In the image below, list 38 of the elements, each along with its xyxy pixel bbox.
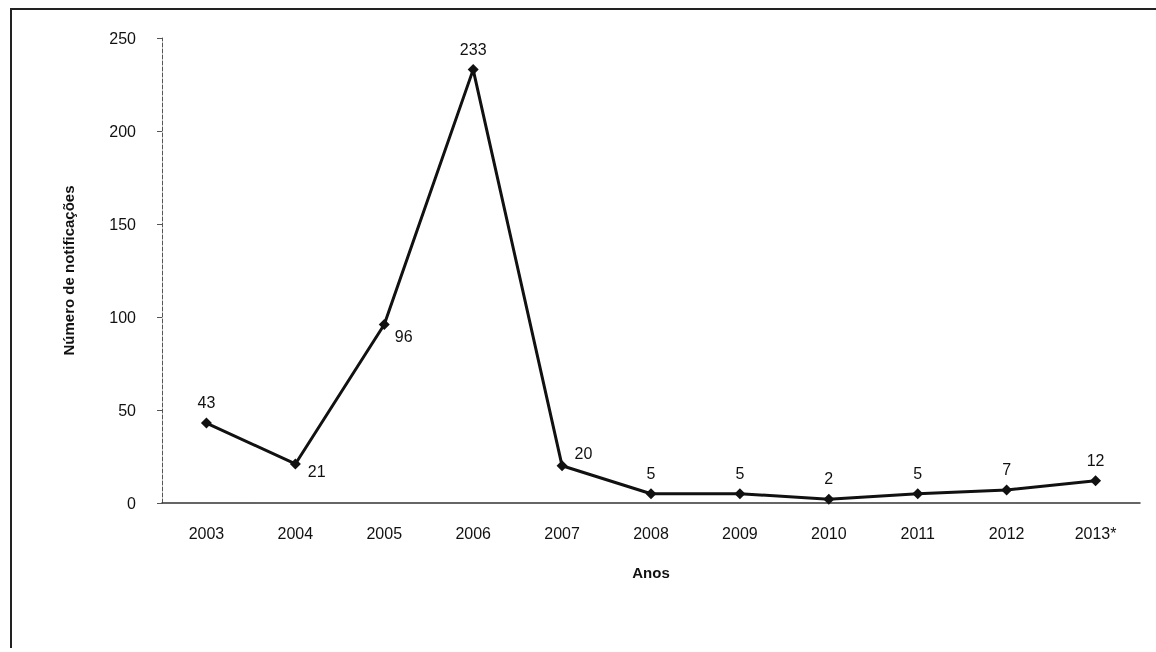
data-label: 7	[1002, 460, 1012, 478]
point	[823, 493, 835, 505]
x-tick-label: 2007	[544, 524, 580, 542]
x-tick-label: 2008	[633, 524, 669, 542]
y-tick-label: 250	[109, 29, 137, 47]
y-tick-label: 0	[127, 494, 137, 512]
point	[200, 417, 212, 429]
point	[556, 460, 568, 472]
data-label: 21	[307, 463, 326, 481]
data-label: 5	[735, 464, 745, 482]
x-tick-label: 2005	[366, 524, 403, 542]
data-label: 233	[459, 40, 487, 58]
point	[378, 318, 390, 330]
y-tick-label: 50	[118, 401, 137, 419]
data-label: 12	[1086, 451, 1105, 469]
x-tick-label: 2011	[900, 524, 936, 542]
y-axis-title: Número de notificações	[60, 185, 77, 356]
point	[1090, 475, 1102, 487]
x-tick-label: 2003	[188, 524, 225, 542]
y-tick-label: 150	[109, 215, 137, 233]
point	[645, 488, 657, 500]
data-label: 96	[394, 327, 413, 345]
x-axis-title: Anos	[632, 564, 670, 581]
data-label: 43	[197, 394, 216, 412]
x-tick-label: 2009	[722, 524, 758, 542]
point	[289, 458, 301, 470]
data-label: 20	[574, 445, 593, 463]
data-label: 5	[913, 464, 923, 482]
y-tick-label: 100	[109, 308, 137, 326]
x-tick-label: 2010	[811, 524, 847, 542]
x-tick-label: 2012	[988, 524, 1025, 542]
data-label: 5	[646, 464, 656, 482]
x-tick-label: 2004	[277, 524, 314, 542]
y-tick-label: 200	[109, 122, 137, 140]
x-tick-label: 2006	[455, 524, 492, 542]
x-tick-label: 2013*	[1074, 524, 1117, 542]
point	[734, 488, 746, 500]
data-label: 2	[824, 470, 834, 488]
